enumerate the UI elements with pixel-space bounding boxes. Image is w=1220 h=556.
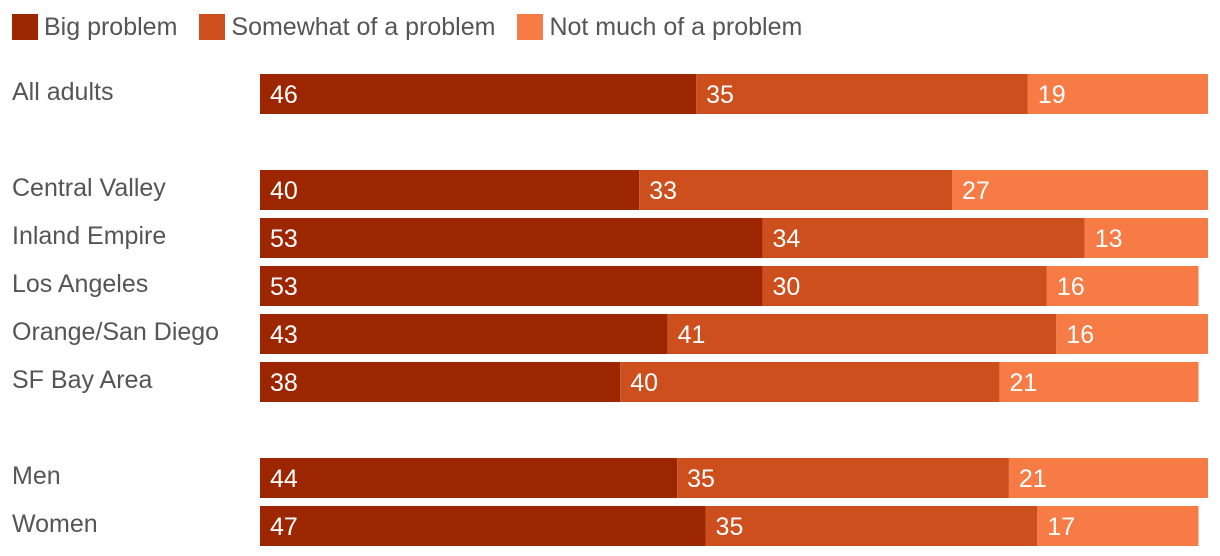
bar-orange-san-diego-big-problem — [260, 314, 668, 354]
bar-sf-bay-area-not-much-of-a-problem-value: 21 — [1009, 369, 1037, 397]
row-label-women: Women — [12, 510, 98, 538]
bar-central-valley-not-much-of-a-problem — [952, 170, 1208, 210]
bar-all-adults-somewhat-of-a-problem-value: 35 — [706, 81, 734, 109]
bar-men-somewhat-of-a-problem — [677, 458, 1009, 498]
legend-swatch-big-problem — [12, 14, 38, 40]
bar-men-not-much-of-a-problem — [1008, 458, 1208, 498]
bar-all-adults-big-problem — [260, 74, 697, 114]
bar-los-angeles-big-problem-value: 53 — [270, 273, 298, 301]
legend-item-not-much-problem: Not much of a problem — [517, 13, 802, 42]
bar-all-adults-not-much-of-a-problem — [1027, 74, 1208, 114]
row-label-los-angeles: Los Angeles — [12, 270, 148, 298]
bar-orange-san-diego-big-problem-value: 43 — [270, 321, 298, 349]
bar-inland-empire-somewhat-of-a-problem — [762, 218, 1085, 258]
bar-sf-bay-area-somewhat-of-a-problem-value: 40 — [630, 369, 658, 397]
bar-women-big-problem — [260, 506, 706, 546]
bar-women-somewhat-of-a-problem — [705, 506, 1038, 546]
bar-women-not-much-of-a-problem-value: 17 — [1047, 513, 1075, 541]
legend-swatch-somewhat-problem — [199, 14, 226, 40]
bar-women-big-problem-value: 47 — [270, 513, 298, 541]
bar-all-adults-not-much-of-a-problem-value: 19 — [1038, 81, 1066, 109]
bar-los-angeles-not-much-of-a-problem — [1046, 266, 1199, 306]
bar-central-valley-somewhat-of-a-problem — [639, 170, 953, 210]
row-label-orange-san-diego: Orange/San Diego — [12, 318, 219, 346]
bar-los-angeles-not-much-of-a-problem-value: 16 — [1057, 273, 1085, 301]
legend: Big problem Somewhat of a problem Not mu… — [12, 10, 824, 44]
bar-all-adults-somewhat-of-a-problem — [696, 74, 1028, 114]
row-label-inland-empire: Inland Empire — [12, 222, 166, 250]
bar-inland-empire-big-problem — [260, 218, 763, 258]
bar-women-not-much-of-a-problem — [1037, 506, 1199, 546]
bar-orange-san-diego-not-much-of-a-problem-value: 16 — [1066, 321, 1094, 349]
bar-orange-san-diego-not-much-of-a-problem — [1056, 314, 1208, 354]
legend-swatch-not-much-problem — [517, 14, 544, 40]
bar-men-big-problem — [260, 458, 678, 498]
bar-all-adults-big-problem-value: 46 — [270, 81, 298, 109]
bar-los-angeles-somewhat-of-a-problem — [762, 266, 1047, 306]
bar-central-valley-big-problem-value: 40 — [270, 177, 298, 205]
bar-los-angeles-big-problem — [260, 266, 763, 306]
bar-men-not-much-of-a-problem-value: 21 — [1019, 465, 1047, 493]
bar-central-valley-somewhat-of-a-problem-value: 33 — [649, 177, 677, 205]
bar-inland-empire-somewhat-of-a-problem-value: 34 — [772, 225, 800, 253]
bar-sf-bay-area-not-much-of-a-problem — [999, 362, 1199, 402]
row-label-all-adults: All adults — [12, 78, 113, 106]
bar-central-valley-not-much-of-a-problem-value: 27 — [962, 177, 990, 205]
legend-label-not-much-problem: Not much of a problem — [549, 12, 803, 41]
bar-orange-san-diego-somewhat-of-a-problem-value: 41 — [678, 321, 706, 349]
row-label-sf-bay-area: SF Bay Area — [12, 366, 152, 394]
bar-sf-bay-area-big-problem — [260, 362, 621, 402]
bar-men-somewhat-of-a-problem-value: 35 — [687, 465, 715, 493]
bar-orange-san-diego-somewhat-of-a-problem — [667, 314, 1057, 354]
row-label-central-valley: Central Valley — [12, 174, 166, 202]
legend-label-somewhat-problem: Somewhat of a problem — [231, 12, 496, 41]
bar-sf-bay-area-big-problem-value: 38 — [270, 369, 298, 397]
bar-inland-empire-not-much-of-a-problem — [1084, 218, 1208, 258]
bar-central-valley-big-problem — [260, 170, 640, 210]
bar-inland-empire-big-problem-value: 53 — [270, 225, 298, 253]
bar-women-somewhat-of-a-problem-value: 35 — [716, 513, 744, 541]
legend-label-big-problem: Big problem — [44, 12, 178, 41]
bar-sf-bay-area-somewhat-of-a-problem — [620, 362, 1000, 402]
bar-los-angeles-somewhat-of-a-problem-value: 30 — [772, 273, 800, 301]
legend-item-big-problem: Big problem — [12, 13, 177, 42]
legend-item-somewhat-problem: Somewhat of a problem — [199, 13, 495, 42]
bar-inland-empire-not-much-of-a-problem-value: 13 — [1095, 225, 1123, 253]
bar-men-big-problem-value: 44 — [270, 465, 298, 493]
row-label-men: Men — [12, 462, 61, 490]
